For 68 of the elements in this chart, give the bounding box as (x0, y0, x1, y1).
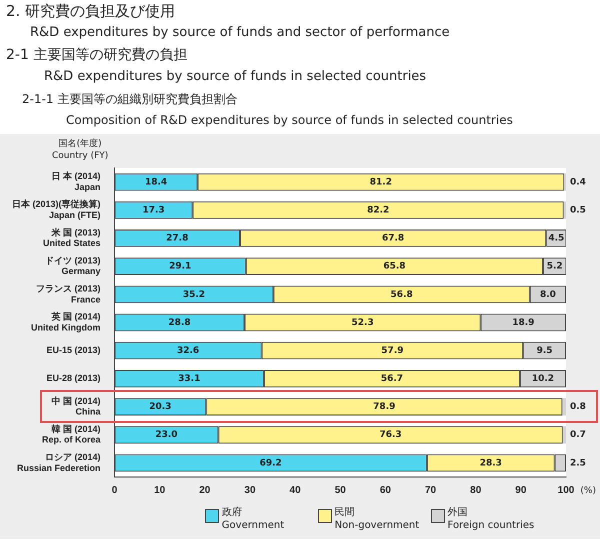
x-tick-label: 10 (154, 484, 166, 496)
y-tick-label: 中 国 (2014) China (51, 396, 102, 417)
legend-label: 外国 Foreign countries (448, 506, 534, 532)
data-label: 0.8 (570, 402, 586, 412)
y-tick-label: 日 本 (2014) Japan (51, 171, 101, 192)
x-tick-label: 90 (515, 484, 527, 496)
x-tick-label: 100 (558, 484, 575, 496)
x-tick-label: 0 (112, 484, 118, 496)
data-label: 5.2 (546, 262, 563, 272)
text: R&D expenditures by source of funds and sector of performance (29, 24, 451, 42)
data-label: 81.2 (370, 177, 392, 188)
data-label: 28.8 (168, 318, 191, 328)
data-label: 8.0 (540, 290, 556, 300)
data-label: 29.1 (169, 262, 192, 272)
x-tick-label: 20 (199, 484, 211, 496)
y-tick-label: ドイツ (2013) Germany (44, 255, 101, 276)
data-label: 0.7 (570, 430, 586, 440)
data-label: 10.2 (532, 374, 554, 384)
x-tick-label: 60 (380, 484, 392, 496)
y-tick-label: EU-15 (2013) (46, 345, 101, 356)
bar (562, 398, 566, 416)
x-tick-label: 40 (290, 484, 302, 496)
data-label: 78.9 (373, 402, 396, 412)
data-label: 65.8 (383, 262, 406, 272)
data-label: 20.3 (149, 402, 172, 412)
data-label: 33.1 (178, 374, 200, 384)
bar (562, 426, 566, 444)
chart-subtitle: Composition of R&D expenditures by source of funds in selected countries (65, 112, 514, 129)
y-tick-label: ロシア (2014) Russian Federetion (16, 452, 101, 473)
y-tick-label: 英 国 (2014) United Kingdom (31, 312, 101, 332)
y-tick-label: EU-28 (2013) (46, 373, 101, 384)
data-label: 0.5 (570, 205, 586, 216)
data-label: 82.2 (367, 205, 390, 216)
data-label: 35.2 (182, 290, 206, 300)
data-label: 56.8 (390, 290, 413, 300)
data-label: 57.9 (381, 346, 404, 356)
x-tick-label: 70 (424, 484, 437, 496)
x-axis-title: (%) (580, 486, 596, 496)
data-label: 52.3 (351, 318, 374, 328)
data-label: 0.4 (570, 177, 586, 188)
data-label: 17.3 (142, 205, 165, 216)
data-label: 9.5 (536, 346, 553, 356)
chart-title: 2-1-1 主要国等の組織別研究費負担割合 (21, 91, 238, 108)
data-label: 4.5 (548, 234, 564, 244)
y-tick-label: 米 国 (2013) United States (42, 227, 101, 248)
data-label: 18.4 (144, 177, 168, 188)
data-label: 69.2 (260, 458, 282, 468)
x-tick-label: 80 (470, 484, 482, 496)
x-tick-label: 30 (244, 484, 256, 496)
y-tick-label: 韓 国 (2014) Rep. of Korea (42, 424, 102, 445)
legend-label: 民間 Non-government (334, 506, 420, 532)
data-label: 28.3 (480, 458, 502, 468)
data-label: 2.5 (570, 458, 586, 468)
data-label: 67.8 (382, 234, 404, 244)
data-label: 56.7 (380, 374, 404, 384)
text: 2. 研究費の負担及び使用 (5, 1, 176, 22)
text: R&D expenditures by source of funds in selected countries (43, 68, 428, 86)
y-tick-label: フランス (2013) France (36, 283, 101, 304)
y-axis-title: 国名(年度) Country (FY) (52, 138, 108, 162)
text: 2-1 主要国等の研究費の負担 (5, 46, 188, 65)
data-label: 32.6 (176, 346, 200, 356)
data-label: 23.0 (155, 430, 178, 440)
data-label: 27.8 (166, 234, 188, 244)
legend-label: 政府 Government (222, 506, 284, 532)
data-label: 18.9 (512, 318, 534, 328)
y-tick-label: 日本 (2013)(専従換算) Japan (FTE) (12, 199, 101, 220)
data-label: 76.3 (379, 430, 402, 440)
x-tick-label: 50 (334, 484, 346, 496)
